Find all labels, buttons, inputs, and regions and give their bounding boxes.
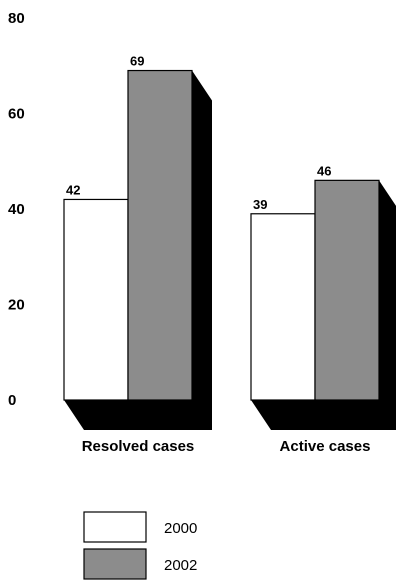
data-label: 42 — [66, 182, 80, 197]
y-tick-label: 40 — [8, 201, 25, 218]
category-labels: Resolved cases Active cases — [82, 438, 371, 455]
category-label: Active cases — [280, 438, 371, 455]
y-axis: 0 20 40 60 80 — [8, 10, 25, 409]
legend-swatch-2000 — [83, 511, 147, 543]
y-tick-label: 0 — [8, 392, 16, 409]
data-label: 69 — [130, 54, 144, 69]
legend-label: 2002 — [164, 557, 197, 574]
legend-label: 2000 — [164, 520, 197, 537]
y-tick-label: 60 — [8, 106, 25, 123]
y-tick-label: 20 — [8, 297, 25, 314]
bar-2002-1 — [314, 179, 380, 401]
bar-2000-0 — [63, 198, 129, 401]
y-tick-label: 80 — [8, 10, 25, 27]
data-label: 39 — [253, 197, 267, 212]
category-label: Resolved cases — [82, 438, 195, 455]
value-labels: 42 69 39 46 — [66, 54, 331, 212]
bars — [63, 69, 380, 401]
bar-2002-0 — [127, 69, 193, 401]
legend: 2000 2002 — [83, 511, 197, 580]
data-label: 46 — [317, 163, 331, 178]
legend-swatch-2002 — [83, 548, 147, 580]
bar-2000-1 — [250, 213, 316, 401]
